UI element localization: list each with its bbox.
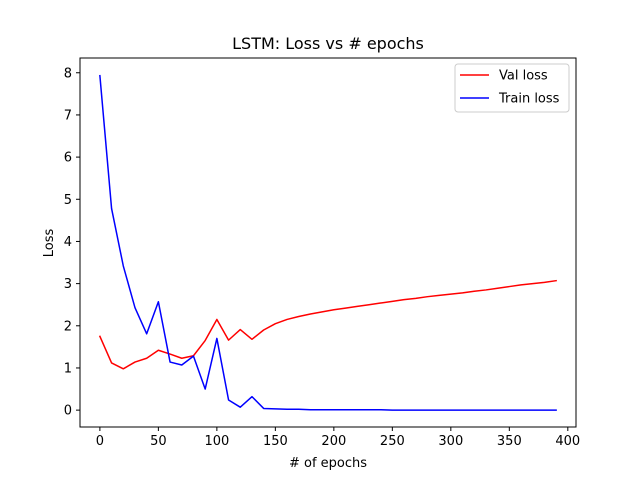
x-tick-label: 100 bbox=[204, 434, 229, 449]
plot-frame bbox=[79, 57, 577, 428]
x-tick-label: 50 bbox=[150, 434, 167, 449]
legend-label-val-loss: Val loss bbox=[499, 69, 548, 84]
y-axis: 0 1 2 3 4 5 6 7 8 bbox=[64, 66, 80, 419]
y-tick-label: 6 bbox=[64, 151, 72, 166]
y-axis-label: Loss bbox=[42, 229, 57, 258]
series-line-val-loss bbox=[98, 279, 557, 370]
y-tick-label: 7 bbox=[64, 108, 72, 123]
x-axis-label: # of epochs bbox=[289, 456, 367, 471]
x-tick-label: 200 bbox=[321, 434, 346, 449]
y-tick-label: 1 bbox=[64, 361, 72, 376]
x-tick-label: 0 bbox=[96, 434, 104, 449]
chart-title: LSTM: Loss vs # epochs bbox=[232, 34, 424, 53]
x-axis: 0 50 100 150 200 250 300 350 400 bbox=[96, 427, 580, 449]
x-tick-label: 250 bbox=[380, 434, 405, 449]
series-line-train-loss bbox=[99, 74, 557, 411]
y-tick-label: 5 bbox=[64, 193, 72, 208]
legend-box bbox=[454, 63, 570, 113]
y-tick-label: 3 bbox=[64, 277, 72, 292]
x-tick-label: 400 bbox=[555, 434, 580, 449]
y-tick-label: 8 bbox=[64, 66, 72, 81]
plot-area bbox=[98, 74, 557, 411]
x-tick-label: 150 bbox=[263, 434, 288, 449]
y-tick-label: 4 bbox=[64, 235, 72, 250]
x-tick-label: 300 bbox=[438, 434, 463, 449]
x-tick-label: 350 bbox=[497, 434, 522, 449]
legend-label-train-loss: Train loss bbox=[498, 92, 560, 107]
y-tick-label: 0 bbox=[64, 404, 72, 419]
legend: Val loss Train loss bbox=[454, 63, 570, 113]
y-tick-label: 2 bbox=[64, 319, 72, 334]
